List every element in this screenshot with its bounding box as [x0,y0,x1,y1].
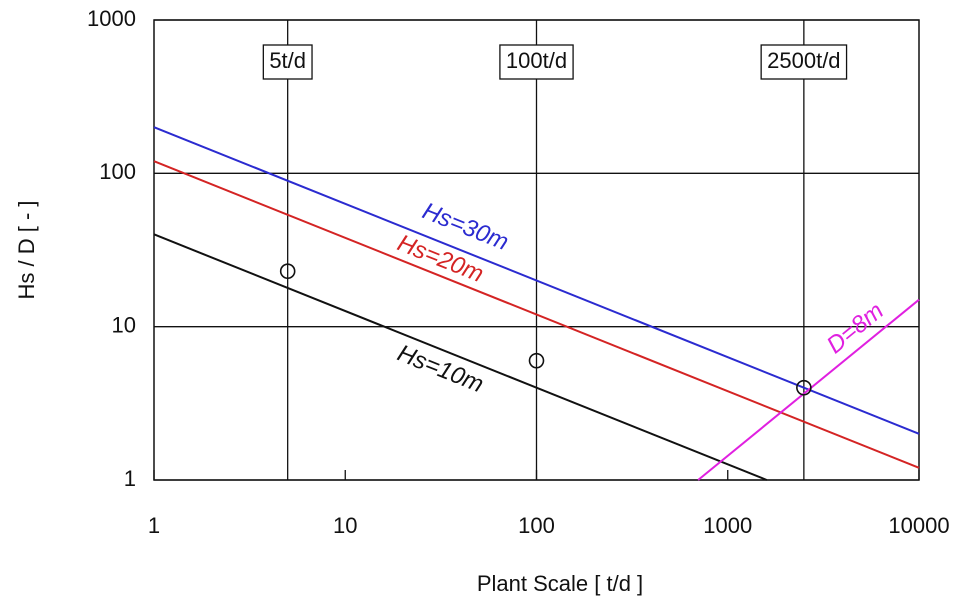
y-tick-label: 10 [112,312,136,337]
y-axis-title: Hs / D [ - ] [14,201,39,300]
reference-label: 100t/d [506,48,567,73]
y-tick-label: 1000 [87,6,136,31]
y-tick-label: 1 [124,466,136,491]
series-label: D=8m [822,297,889,359]
y-tick-label: 100 [99,159,136,184]
x-tick-label: 1 [148,513,160,538]
x-tick-label: 100 [518,513,555,538]
reference-label: 2500t/d [767,48,840,73]
x-tick-label: 10 [333,513,357,538]
x-tick-label: 10000 [888,513,949,538]
reference-label: 5t/d [269,48,306,73]
x-axis-title: Plant Scale [ t/d ] [477,571,643,596]
page: {"chart_data": { "type": "line", "xlabel… [0,0,976,607]
chart: Hs / D [ - ] Plant Scale [ t/d ] 1 10 100 1… [0,0,976,607]
x-tick-label: 1000 [703,513,752,538]
